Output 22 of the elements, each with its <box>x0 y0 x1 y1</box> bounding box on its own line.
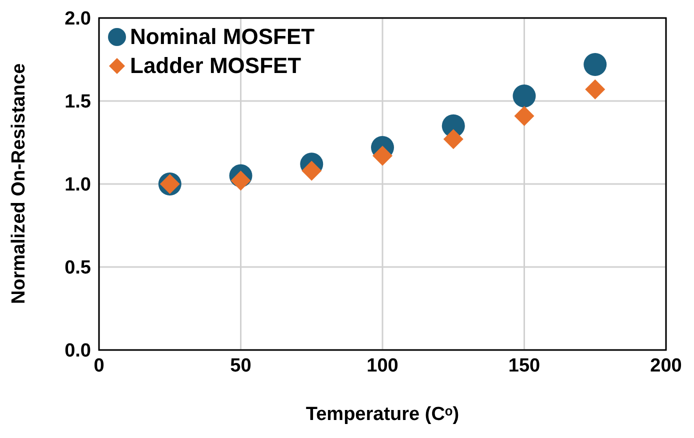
point <box>584 52 607 76</box>
point <box>372 146 392 166</box>
legend-label: Nominal MOSFET <box>130 23 315 51</box>
point <box>443 129 464 150</box>
point <box>230 170 251 191</box>
x-tick-label: 50 <box>230 355 252 376</box>
x-axis-title: Temperature (Cᵒ) <box>306 404 460 425</box>
legend-label: Ladder MOSFET <box>130 52 302 80</box>
y-tick-label: 1.5 <box>64 92 92 113</box>
point <box>585 79 606 100</box>
y-tick-label: 0.5 <box>64 258 92 279</box>
point <box>302 160 322 181</box>
x-tick-label: 150 <box>508 355 540 376</box>
y-axis-title: Normalized On-Resistance <box>8 63 30 304</box>
y-tick-label: 2.0 <box>64 8 91 30</box>
y-tick-label: 0.0 <box>64 340 91 362</box>
y-tick-label: 1.0 <box>64 174 91 196</box>
point <box>512 84 536 108</box>
x-tick-label: 0 <box>94 355 104 376</box>
x-tick-label: 200 <box>650 355 682 376</box>
point <box>514 106 534 126</box>
x-tick-label: 100 <box>366 355 398 376</box>
